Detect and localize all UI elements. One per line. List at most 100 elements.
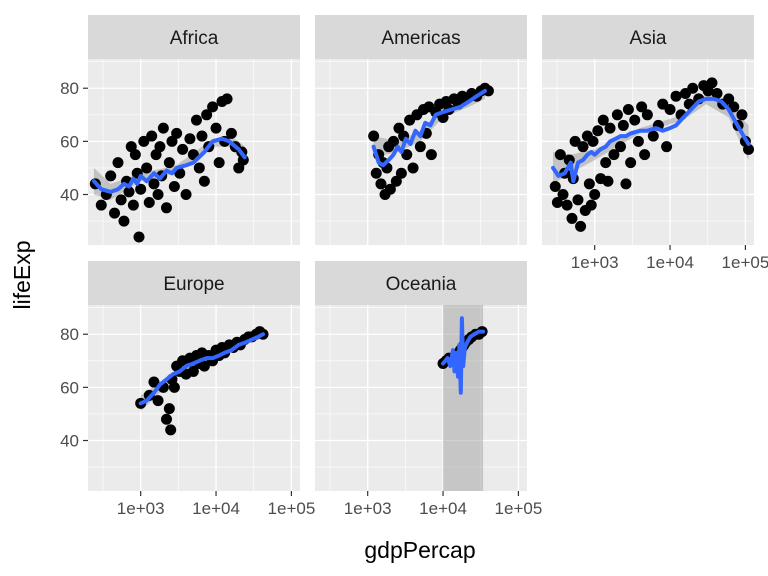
- data-point: [597, 114, 609, 126]
- data-point: [165, 424, 177, 436]
- data-point: [711, 88, 723, 100]
- data-point: [572, 194, 584, 206]
- data-point: [190, 114, 202, 126]
- data-point: [670, 90, 682, 102]
- data-point: [210, 122, 222, 134]
- facet-oceania: Oceania 1e+03 1e+04 1e+05: [315, 261, 542, 518]
- data-point: [395, 167, 407, 179]
- x-tick-label: 1e+03: [117, 499, 165, 518]
- data-point: [184, 133, 196, 145]
- smooth-line: [551, 96, 751, 184]
- facet-strip-label: Oceania: [386, 274, 457, 295]
- data-point: [554, 149, 566, 161]
- data-point: [549, 181, 561, 193]
- data-point: [196, 130, 208, 142]
- data-point: [123, 186, 135, 198]
- data-point: [401, 149, 413, 161]
- data-point: [143, 196, 155, 208]
- data-point: [112, 157, 124, 169]
- data-point: [592, 125, 604, 137]
- data-point: [639, 149, 651, 161]
- data-point: [482, 85, 494, 97]
- data-point: [198, 360, 210, 372]
- axes: gdpPercap lifeExp: [9, 240, 476, 563]
- data-point: [414, 141, 426, 153]
- data-point: [368, 130, 380, 142]
- data-point: [587, 135, 599, 147]
- data-point: [617, 119, 629, 131]
- data-point: [583, 178, 595, 190]
- data-point: [625, 157, 637, 169]
- y-tick-label: 40: [60, 186, 79, 205]
- data-point: [604, 122, 616, 134]
- y-tick-label: 60: [60, 378, 79, 397]
- data-point: [105, 170, 117, 182]
- smooth-line: [371, 88, 487, 168]
- facet-strip: [88, 15, 300, 59]
- data-point: [148, 178, 160, 190]
- data-point: [133, 231, 145, 243]
- data-point: [407, 162, 419, 174]
- data-point: [180, 189, 192, 201]
- facet-strip-label: Americas: [381, 28, 460, 49]
- facet-asia: Asia 1e+03 1e+04 1e+05: [542, 15, 768, 272]
- data-point: [127, 199, 139, 211]
- data-point: [163, 403, 175, 415]
- data-point: [393, 122, 405, 134]
- data-point: [207, 101, 219, 113]
- data-point: [193, 162, 205, 174]
- data-point: [575, 220, 587, 232]
- data-point: [163, 157, 175, 169]
- data-point: [135, 183, 147, 195]
- data-point: [213, 157, 225, 169]
- data-point: [589, 189, 601, 201]
- data-point: [129, 149, 141, 161]
- facet-americas: Americas: [315, 15, 527, 245]
- y-tick-label: 40: [60, 432, 79, 451]
- data-point: [148, 376, 160, 388]
- facet-strip: [315, 15, 527, 59]
- data-point: [177, 143, 189, 155]
- data-point: [687, 82, 699, 94]
- data-point: [629, 114, 641, 126]
- data-point: [221, 93, 233, 105]
- x-tick-label: 1e+03: [571, 253, 619, 272]
- data-point: [632, 135, 644, 147]
- data-point: [387, 135, 399, 147]
- facet-africa: Africa 40 60 80: [60, 15, 300, 245]
- data-point: [600, 157, 612, 169]
- data-point: [166, 135, 178, 147]
- data-point: [201, 109, 213, 121]
- x-axis-title: gdpPercap: [364, 537, 475, 563]
- facet-europe: Europe 40 60 80 1e+03 1e+04 1e+05: [60, 261, 315, 518]
- data-point: [115, 194, 127, 206]
- data-point: [138, 135, 150, 147]
- data-point: [647, 130, 659, 142]
- y-tick-label: 60: [60, 132, 79, 151]
- data-point: [425, 149, 437, 161]
- data-point: [743, 143, 754, 155]
- data-point: [706, 77, 718, 89]
- data-point: [608, 149, 620, 161]
- data-point: [154, 141, 166, 153]
- smooth-line: [441, 316, 486, 395]
- x-tick-label: 1e+04: [646, 253, 694, 272]
- data-point: [723, 93, 735, 105]
- data-point: [141, 162, 153, 174]
- data-point: [109, 207, 121, 219]
- x-tick-label: 1e+04: [419, 499, 467, 518]
- data-point: [569, 135, 581, 147]
- data-point: [174, 167, 186, 179]
- facet-strip: [88, 261, 300, 305]
- data-point: [168, 381, 180, 393]
- x-tick-label: 1e+05: [495, 499, 543, 518]
- x-tick-label: 1e+05: [268, 499, 316, 518]
- x-tick-label: 1e+03: [344, 499, 392, 518]
- data-point: [375, 178, 387, 190]
- facet-strip: [315, 261, 527, 305]
- data-point: [636, 101, 648, 113]
- data-point: [152, 395, 164, 407]
- y-tick-label: 80: [60, 79, 79, 98]
- data-point: [577, 141, 589, 153]
